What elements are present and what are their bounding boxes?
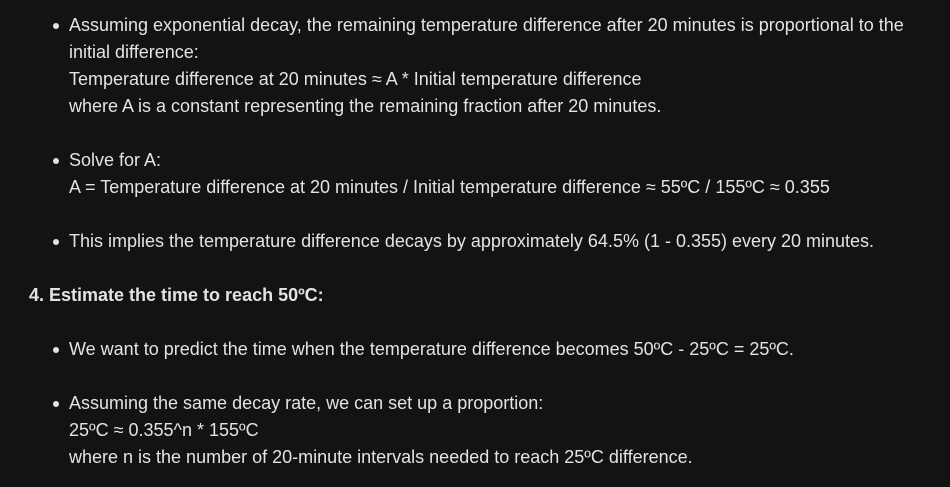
text-line: Temperature difference at 20 minutes ≈ A… — [69, 69, 642, 89]
text-line: A = Temperature difference at 20 minutes… — [69, 177, 830, 197]
list-item-solve-for-a: Solve for A: A = Temperature difference … — [0, 147, 950, 201]
text-line: This implies the temperature difference … — [69, 231, 875, 251]
bullet-dot — [53, 239, 59, 245]
list-item-target-difference: We want to predict the time when the tem… — [0, 336, 950, 363]
list-item-proportion: Assuming the same decay rate, we can set… — [0, 390, 950, 471]
text-line: Assuming the same decay rate, we can set… — [69, 393, 544, 413]
list-item-exponential-decay: Assuming exponential decay, the remainin… — [0, 12, 950, 120]
bullet-dot — [53, 347, 59, 353]
text-line: where n is the number of 20-minute inter… — [69, 447, 693, 467]
text-line: We want to predict the time when the tem… — [69, 339, 794, 359]
bullet-dot — [53, 23, 59, 29]
text-line: initial difference: — [69, 42, 199, 62]
text-line: where A is a constant representing the r… — [69, 96, 662, 116]
step-heading: 4. Estimate the time to reach 50ºC: — [29, 285, 324, 305]
bullet-dot — [53, 158, 59, 164]
response-content: Assuming exponential decay, the remainin… — [0, 12, 950, 487]
text-line: Assuming exponential decay, the remainin… — [69, 15, 904, 35]
text-line: 25ºC ≈ 0.355^n * 155ºC — [69, 420, 259, 440]
text-line: Solve for A: — [69, 150, 162, 170]
bullet-dot — [53, 401, 59, 407]
list-item-decay-rate: This implies the temperature difference … — [0, 228, 950, 255]
